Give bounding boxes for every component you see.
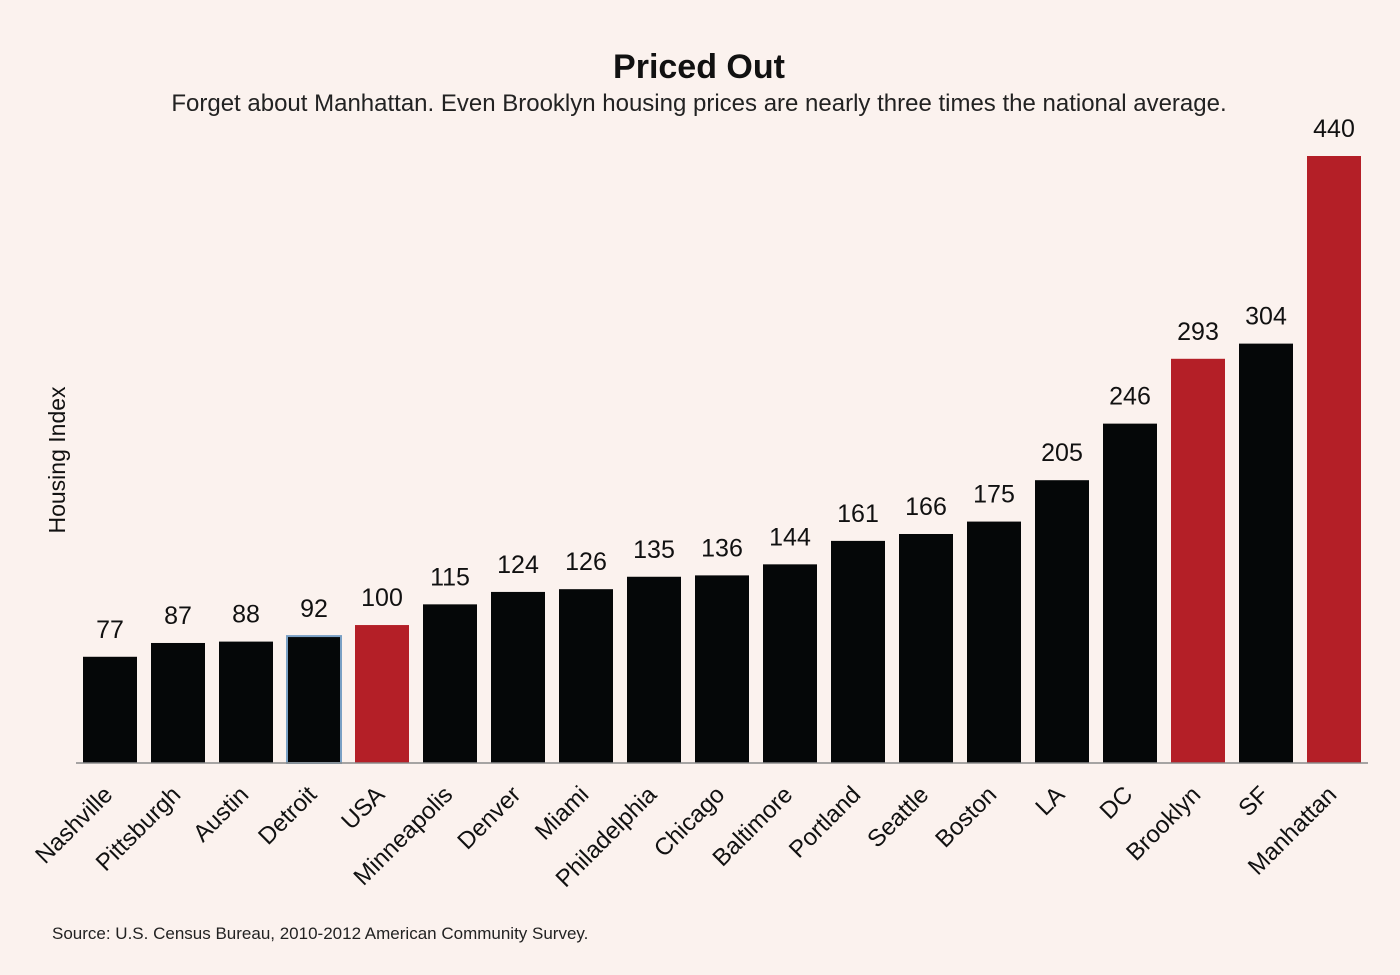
value-label-pittsburgh: 87 [164, 602, 192, 630]
tick-label-austin: Austin [188, 781, 254, 847]
tick-label-la: LA [1030, 781, 1070, 821]
bar-miami [559, 589, 613, 763]
bars-group [83, 156, 1361, 765]
bar-la [1035, 480, 1089, 763]
tick-label-brooklyn: Brooklyn [1121, 781, 1206, 866]
value-label-boston: 175 [973, 481, 1015, 509]
bar-boston [967, 521, 1021, 763]
bar-denver [491, 591, 545, 763]
bar-philadelphia [627, 576, 681, 763]
tick-label-sf: SF [1233, 781, 1274, 822]
value-label-detroit: 92 [300, 595, 328, 623]
source-note: Source: U.S. Census Bureau, 2010-2012 Am… [52, 924, 588, 943]
value-labels-group: 77 87 88 92 100 115 124 126 135 136 144 161 166 175 20… [96, 115, 1355, 644]
bar-baltimore [763, 564, 817, 763]
bar-chicago [695, 575, 749, 763]
tick-label-seattle: Seattle [862, 781, 934, 853]
bar-manhattan [1307, 156, 1361, 763]
tick-label-miami: Miami [530, 781, 594, 845]
value-label-brooklyn: 293 [1177, 318, 1219, 346]
bar-pittsburgh [151, 642, 205, 763]
chart-title: Priced Out [613, 48, 785, 86]
chart-subtitle: Forget about Manhattan. Even Brooklyn ho… [171, 90, 1226, 117]
bar-seattle [899, 533, 953, 763]
tick-label-boston: Boston [930, 781, 1002, 853]
bar-brooklyn [1171, 358, 1225, 763]
bar-usa [355, 625, 409, 763]
tick-label-detroit: Detroit [253, 781, 322, 850]
bar-austin [219, 641, 273, 763]
value-label-nashville: 77 [96, 616, 124, 644]
value-label-minneapolis: 115 [430, 563, 470, 591]
y-axis-label: Housing Index [44, 386, 70, 534]
bar-detroit [286, 635, 342, 765]
value-label-sf: 304 [1245, 303, 1287, 331]
tick-label-dc: DC [1095, 781, 1139, 825]
value-label-denver: 124 [497, 551, 539, 579]
value-label-seattle: 166 [905, 493, 947, 521]
value-label-austin: 88 [232, 601, 260, 629]
bar-dc [1103, 423, 1157, 763]
value-label-la: 205 [1041, 439, 1083, 467]
tick-label-denver: Denver [452, 781, 526, 855]
value-label-philadelphia: 135 [633, 536, 675, 564]
value-label-chicago: 136 [701, 534, 743, 562]
value-label-usa: 100 [361, 584, 403, 612]
tick-label-portland: Portland [784, 781, 866, 863]
bar-portland [831, 540, 885, 763]
bar-nashville [83, 656, 137, 763]
bar-minneapolis [423, 604, 477, 763]
value-label-miami: 126 [565, 548, 607, 576]
tick-label-usa: USA [336, 781, 390, 835]
bar-sf [1239, 343, 1293, 763]
value-label-manhattan: 440 [1313, 115, 1355, 143]
value-label-dc: 246 [1109, 383, 1151, 411]
value-label-portland: 161 [837, 500, 879, 528]
value-label-baltimore: 144 [769, 523, 811, 551]
